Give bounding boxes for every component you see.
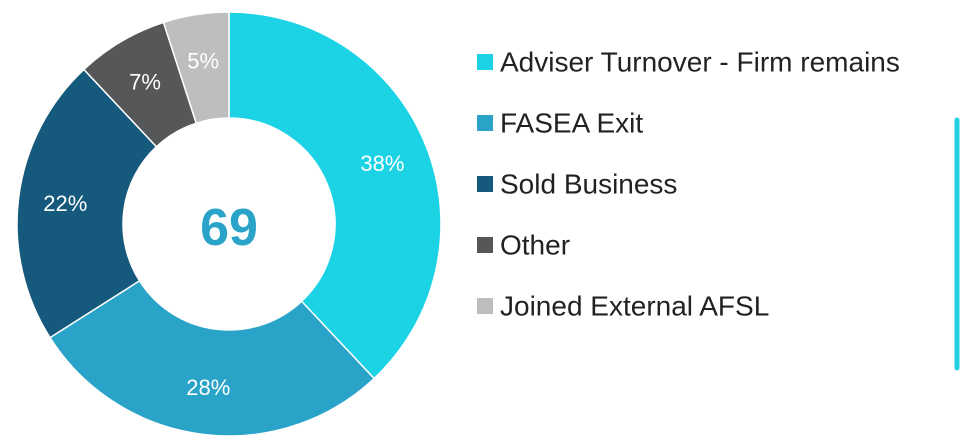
legend-swatch [477,54,493,70]
data-label: 22% [43,191,87,216]
data-label: 28% [186,375,230,400]
legend-label: Other [500,230,570,261]
legend-label: Joined External AFSL [500,291,769,322]
data-label: 5% [187,49,219,74]
legend-swatch [477,176,493,192]
legend-swatch [477,237,493,253]
legend-swatch [477,298,493,314]
donut-segment [48,279,376,436]
data-label: 38% [360,151,404,176]
legend-swatch [477,115,493,131]
center-text: 69 [200,199,258,257]
donut-segment [162,11,230,125]
legend-label: Adviser Turnover - Firm remains [500,47,900,78]
legend-label: Sold Business [500,169,677,200]
data-label: 7% [129,69,161,94]
legend-label: FASEA Exit [500,108,643,139]
donut-segment [16,68,158,339]
donut-segment [228,11,442,380]
